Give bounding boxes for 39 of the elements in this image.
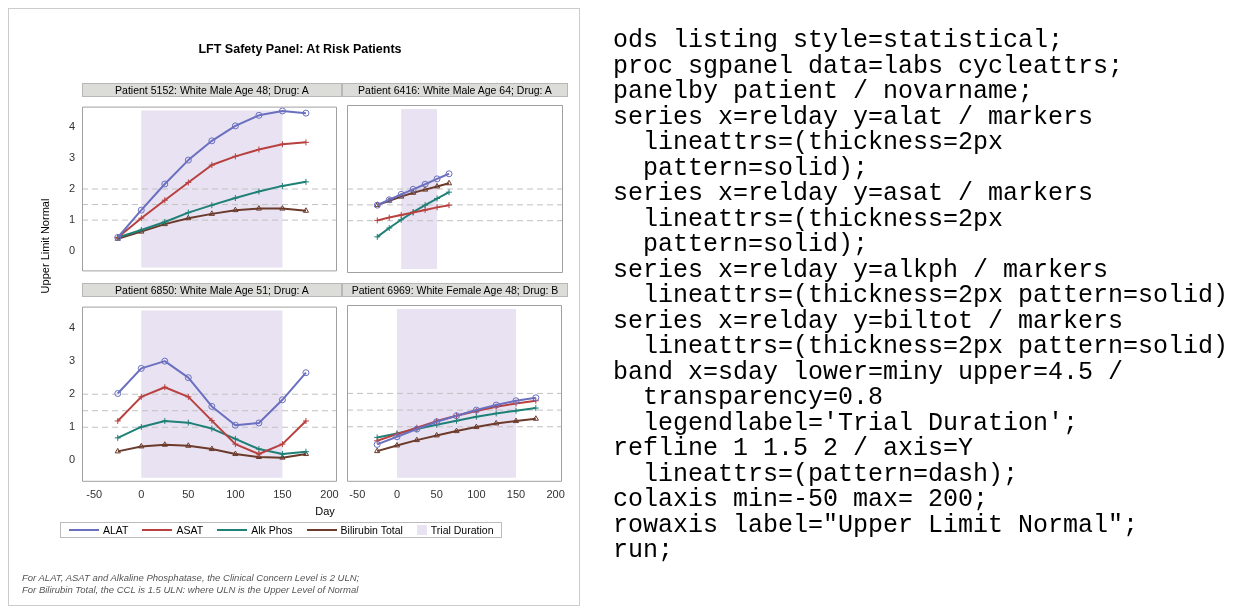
x-tick-label: 50 — [430, 488, 443, 501]
legend-label: ALAT — [103, 524, 129, 536]
chart-subtitle: Patient 6416: White Male Age 64; Drug: A — [342, 83, 568, 97]
text: For ALAT, ASAT and Alkaline Phosphatase, the Clinical Concern Level is 2 ULN; — [22, 572, 360, 584]
y-tick-label: 3 — [68, 354, 75, 367]
chart-title: LFT Safety Panel: At Risk Patients — [197, 42, 403, 56]
y-tick-label: 3 — [68, 150, 75, 163]
x-tick-label: 200 — [546, 488, 565, 501]
x-tick-label: 100 — [467, 488, 486, 501]
x-tick-label: 50 — [182, 488, 195, 501]
y-tick-label: 2 — [68, 387, 75, 400]
text: ods listing style=statistical; — [613, 26, 1064, 55]
y-tick-label: 4 — [68, 321, 75, 334]
chart-subtitle: Patient 6850: White Male Age 51; Drug: A — [82, 283, 342, 297]
chart-subtitle: Patient 5152: White Male Age 48; Drug: A — [82, 83, 342, 97]
text: panelby patient / novarname; — [613, 77, 1034, 106]
text: lineattrs=(thickness=2px pattern=solid) — [643, 281, 1229, 310]
y-tick-label: 0 — [68, 453, 75, 466]
y-tick-label: 1 — [68, 420, 75, 433]
legend-label: ASAT — [176, 524, 204, 536]
x-tick-label: 200 — [320, 488, 339, 501]
x-tick-label: 0 — [138, 488, 145, 501]
chart-subtitle: Patient 6969: White Female Age 48; Drug: B — [342, 283, 568, 297]
x-tick-label: 0 — [393, 488, 401, 501]
x-axis-title: Day — [314, 505, 336, 517]
x-tick-label: 100 — [226, 488, 245, 501]
y-axis-title: Upper Limit Normal — [39, 197, 51, 296]
y-tick-label: 4 — [68, 119, 75, 132]
y-tick-label: 1 — [68, 213, 75, 226]
text: For Bilirubin Total, the CCL is 1.5 ULN: where ULN is the Upper Level of Normal — [22, 584, 360, 596]
x-tick-label: 150 — [273, 488, 292, 501]
y-tick-label: 2 — [68, 182, 75, 195]
x-tick-label: -50 — [349, 488, 366, 501]
legend-label: Trial Duration — [430, 524, 494, 536]
legend-label: Bilirubin Total — [340, 524, 403, 536]
y-tick-label: 0 — [68, 244, 75, 257]
legend-label: Alk Phos — [251, 524, 293, 536]
x-tick-label: 150 — [506, 488, 526, 501]
x-tick-label: -50 — [86, 488, 103, 501]
